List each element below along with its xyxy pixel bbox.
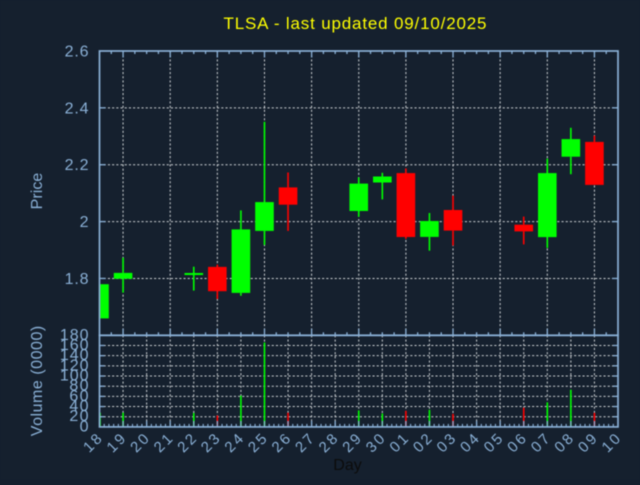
svg-text:Price: Price: [29, 173, 46, 210]
svg-text:20: 20: [69, 408, 88, 425]
svg-text:80: 80: [69, 378, 88, 395]
svg-text:2.2: 2.2: [65, 157, 89, 174]
svg-text:40: 40: [69, 398, 88, 415]
svg-text:TLSA - last updated 09/10/2025: TLSA - last updated 09/10/2025: [224, 14, 487, 33]
svg-text:2: 2: [80, 214, 89, 231]
svg-text:Volume (0000): Volume (0000): [29, 326, 46, 437]
svg-text:100: 100: [60, 368, 89, 385]
svg-text:1.8: 1.8: [65, 271, 89, 288]
svg-text:140: 140: [60, 347, 89, 364]
svg-text:60: 60: [69, 388, 88, 405]
svg-text:160: 160: [60, 337, 89, 354]
svg-text:Day: Day: [333, 457, 361, 474]
svg-text:120: 120: [60, 357, 89, 374]
svg-text:2.4: 2.4: [65, 100, 89, 117]
svg-text:180: 180: [60, 327, 89, 344]
svg-text:0: 0: [80, 418, 89, 435]
svg-text:2.6: 2.6: [65, 44, 89, 61]
